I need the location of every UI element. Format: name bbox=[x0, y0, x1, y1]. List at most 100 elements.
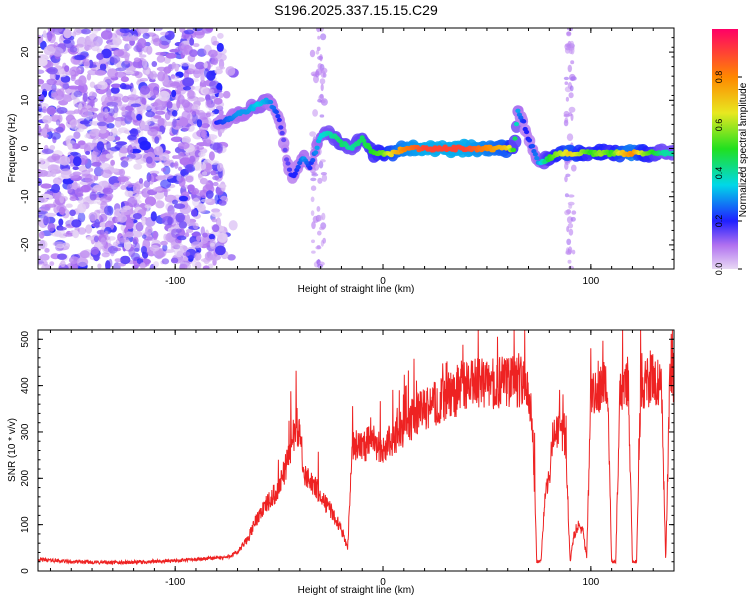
spectrogram-noise-blob bbox=[180, 152, 191, 157]
spectrogram-noise-blob bbox=[217, 184, 227, 188]
spectrogram-noise-blob bbox=[151, 61, 158, 67]
spectrogram-noise-blob bbox=[142, 104, 152, 111]
spectrogram-noise-blob bbox=[172, 162, 178, 167]
spectrogram-streak-blob bbox=[319, 78, 326, 85]
spectrogram-streak-blob bbox=[310, 177, 317, 182]
spectrogram-noise-blob bbox=[107, 245, 118, 254]
spectrogram-noise-blob bbox=[82, 58, 91, 67]
spectrogram-noise-blob bbox=[119, 255, 131, 265]
spectrogram-streak-blob bbox=[311, 239, 315, 244]
spectrogram-noise-blob bbox=[205, 99, 212, 107]
spectrogram-noise-blob bbox=[206, 95, 216, 100]
spectrogram-noise-blob bbox=[119, 28, 130, 34]
spectrogram-noise-blob bbox=[42, 115, 53, 124]
y-tick-label: 10 bbox=[20, 94, 31, 106]
spectrogram-noise-blob bbox=[201, 171, 208, 176]
spectrogram-noise-blob bbox=[106, 123, 115, 129]
spectrogram-noise-blob bbox=[71, 219, 82, 228]
spectrogram-noise-blob bbox=[52, 28, 64, 35]
spectrogram-noise-blob bbox=[159, 35, 171, 46]
spectrogram-noise-blob bbox=[69, 173, 80, 179]
spectrogram-noise-blob bbox=[104, 205, 112, 216]
spectrogram-noise-blob bbox=[59, 155, 71, 166]
spectrogram-noise-blob bbox=[228, 220, 238, 231]
spectrogram-noise-blob bbox=[204, 251, 213, 261]
spectrogram-noise-blob bbox=[42, 30, 47, 38]
spectrogram-noise-blob bbox=[155, 175, 167, 180]
spectrogram-noise-blob bbox=[154, 136, 160, 144]
spectrogram-x-ticks: -100 0 100 bbox=[49, 28, 675, 287]
spectrogram-noise-blob bbox=[149, 170, 160, 175]
spectrogram-noise-blob bbox=[104, 108, 109, 119]
spectrogram-noise-blob bbox=[196, 203, 206, 212]
spectrogram-noise-blob bbox=[147, 128, 158, 137]
spectrogram-noise-blob bbox=[202, 88, 215, 95]
spectrogram-noise-blob bbox=[182, 86, 192, 91]
spectrogram-streak-blob bbox=[311, 250, 316, 254]
spectrogram-noise-blob bbox=[103, 192, 114, 201]
spectrogram-ridge-core bbox=[278, 125, 284, 130]
spectrogram-streak-blob bbox=[319, 114, 325, 118]
spectrogram-noise-blob bbox=[76, 128, 84, 133]
spectrogram-noise-blob bbox=[210, 136, 215, 145]
spectrogram-noise-blob bbox=[203, 68, 210, 78]
spectrogram-noise-blob bbox=[78, 102, 83, 111]
spectrogram-noise-blob bbox=[153, 28, 163, 31]
spectrogram-ridge-core bbox=[313, 150, 319, 155]
spectrogram-noise-blob bbox=[88, 91, 96, 100]
spectrogram-noise-blob bbox=[196, 235, 201, 242]
spectrogram-noise-blob bbox=[106, 141, 111, 151]
spectrogram-noise-blob bbox=[170, 136, 183, 143]
spectrogram-streak-blob bbox=[320, 33, 327, 41]
spectrogram-noise-blob bbox=[132, 265, 139, 269]
spectrogram-noise-blob bbox=[79, 120, 90, 125]
spectrogram-noise-blob bbox=[114, 258, 122, 263]
y-tick-label: 500 bbox=[20, 330, 31, 347]
spectrogram-noise-blob bbox=[67, 143, 73, 150]
spectrogram-noise-blob bbox=[96, 229, 106, 235]
spectrogram-noise-blob bbox=[169, 48, 180, 53]
spectrogram-ridge-core bbox=[510, 147, 517, 153]
spectrogram-noise-blob bbox=[217, 162, 224, 172]
spectrogram-noise-blob bbox=[123, 156, 133, 162]
spectrogram-noise-blob bbox=[156, 55, 166, 63]
spectrogram-noise-blob bbox=[41, 148, 54, 155]
spectrogram-streak-blob bbox=[564, 162, 569, 170]
spectrogram-noise-blob bbox=[202, 232, 208, 238]
spectrogram-noise-blob bbox=[50, 132, 61, 140]
spectrogram-noise-blob bbox=[51, 83, 57, 92]
spectrogram-streak-blob bbox=[564, 81, 569, 85]
spectrogram-noise-blob bbox=[137, 38, 147, 49]
spectrogram-noise-blob bbox=[212, 142, 223, 153]
spectrogram-streak-blob bbox=[568, 203, 573, 209]
spectrogram-noise-blob bbox=[63, 94, 73, 102]
spectrogram-ridge-core bbox=[286, 167, 293, 172]
spectrogram-noise-blob bbox=[176, 235, 187, 241]
spectrogram-noise-blob bbox=[173, 203, 186, 209]
spectrogram-noise-blob bbox=[120, 185, 127, 190]
spectrogram-noise-blob bbox=[82, 92, 88, 103]
spectrogram-noise-blob bbox=[127, 190, 134, 197]
spectrogram-noise-blob bbox=[227, 254, 236, 261]
spectrogram-noise-blob bbox=[139, 77, 149, 82]
spectrogram-noise-blob bbox=[184, 29, 194, 35]
spectrogram-noise-blob bbox=[49, 145, 56, 151]
spectrogram-noise-blob bbox=[91, 161, 102, 167]
spectrogram-noise-blob bbox=[58, 206, 66, 215]
spectrogram-noise-blob bbox=[42, 215, 50, 225]
x-tick-label: 100 bbox=[583, 276, 600, 287]
spectrogram-noise-blob bbox=[52, 241, 64, 247]
colorbar-label: Normalized spectral amplitude bbox=[738, 82, 749, 217]
spectrogram-noise-blob bbox=[142, 234, 147, 239]
spectrogram-noise-blob bbox=[194, 252, 202, 261]
spectrogram-ridge-core bbox=[532, 152, 539, 157]
spectrogram-noise-blob bbox=[157, 117, 165, 128]
spectrogram-noise-blob bbox=[143, 180, 151, 188]
spectrogram-ridge-core bbox=[513, 121, 520, 127]
spectrogram-noise-blob bbox=[134, 193, 141, 201]
spectrogram-streak-blob bbox=[571, 249, 576, 255]
spectrogram-ridge-core bbox=[276, 117, 282, 123]
spectrogram-noise-blob bbox=[127, 144, 133, 155]
spectrogram-noise-blob bbox=[77, 140, 86, 146]
spectrogram-noise-blob bbox=[39, 253, 50, 261]
